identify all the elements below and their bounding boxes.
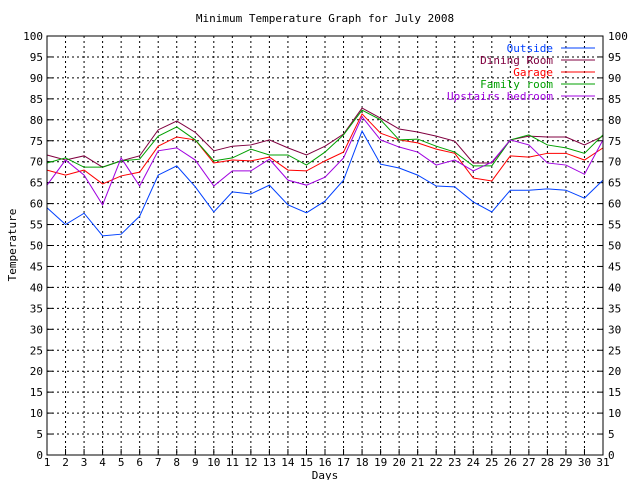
x-tick-label: 23 <box>448 456 461 469</box>
x-tick-label: 25 <box>485 456 498 469</box>
x-tick-label: 27 <box>522 456 535 469</box>
series-line-upstairs-bedroom <box>46 115 604 206</box>
y-tick-label-right: 65 <box>608 177 621 190</box>
legend-label: Garage <box>513 66 553 79</box>
x-tick-label: 13 <box>263 456 276 469</box>
x-tick-label: 17 <box>337 456 350 469</box>
y-tick-label: 80 <box>30 114 43 127</box>
y-tick-label: 75 <box>30 135 43 148</box>
x-tick-label: 3 <box>81 456 88 469</box>
legend-label: Outside <box>507 42 553 55</box>
x-tick-label: 11 <box>226 456 239 469</box>
x-tick-label: 2 <box>62 456 69 469</box>
y-tick-label: 85 <box>30 93 43 106</box>
x-tick-label: 5 <box>118 456 125 469</box>
y-tick-label-right: 75 <box>608 135 621 148</box>
x-tick-label: 14 <box>281 456 295 469</box>
y-axis-label: Temperature <box>6 209 19 282</box>
y-tick-label-right: 15 <box>608 386 621 399</box>
y-tick-label-right: 0 <box>608 449 615 462</box>
y-tick-label: 90 <box>30 72 43 85</box>
y-tick-label-right: 90 <box>608 72 621 85</box>
x-tick-label: 30 <box>578 456 591 469</box>
y-tick-label: 55 <box>30 219 43 232</box>
x-tick-label: 16 <box>318 456 331 469</box>
x-tick-label: 20 <box>393 456 406 469</box>
y-tick-label: 40 <box>30 281 43 294</box>
x-axis-label: Days <box>312 469 339 480</box>
y-tick-label: 35 <box>30 302 43 315</box>
y-tick-label: 30 <box>30 323 43 336</box>
y-tick-label-right: 95 <box>608 51 621 64</box>
y-tick-label-right: 55 <box>608 219 621 232</box>
chart-title: Minimum Temperature Graph for July 2008 <box>196 12 454 25</box>
x-tick-label: 31 <box>596 456 609 469</box>
x-tick-label: 12 <box>244 456 257 469</box>
x-tick-label: 9 <box>192 456 199 469</box>
x-tick-label: 29 <box>559 456 572 469</box>
y-tick-label: 50 <box>30 240 43 253</box>
y-tick-label-right: 30 <box>608 323 621 336</box>
x-tick-label: 18 <box>355 456 368 469</box>
y-tick-label: 95 <box>30 51 43 64</box>
x-tick-label: 7 <box>155 456 162 469</box>
y-tick-label: 45 <box>30 260 43 273</box>
x-tick-label: 4 <box>99 456 106 469</box>
legend-label: Family room <box>480 78 553 91</box>
y-tick-label: 60 <box>30 198 43 211</box>
y-tick-label-right: 20 <box>608 365 621 378</box>
y-tick-label-right: 85 <box>608 93 621 106</box>
y-tick-label-right: 45 <box>608 260 621 273</box>
x-tick-label: 1 <box>44 456 51 469</box>
x-tick-label: 8 <box>173 456 180 469</box>
y-tick-label: 15 <box>30 386 43 399</box>
series-line-outside <box>46 129 604 237</box>
x-tick-label: 28 <box>541 456 554 469</box>
y-tick-label: 10 <box>30 407 43 420</box>
plot-border <box>46 35 604 456</box>
x-tick-label: 22 <box>430 456 443 469</box>
y-tick-label: 65 <box>30 177 43 190</box>
series-line-garage <box>46 113 604 185</box>
y-tick-label-right: 35 <box>608 302 621 315</box>
x-tick-label: 21 <box>411 456 424 469</box>
y-tick-label-right: 5 <box>608 428 615 441</box>
legend-label: Upstairs bedroom <box>447 90 553 103</box>
y-tick-label-right: 10 <box>608 407 621 420</box>
y-tick-label-right: 100 <box>608 30 628 43</box>
y-tick-label-right: 25 <box>608 344 621 357</box>
x-tick-label: 24 <box>467 456 481 469</box>
x-tick-label: 10 <box>207 456 220 469</box>
y-tick-label: 100 <box>23 30 43 43</box>
legend-label: Dining Room <box>480 54 553 67</box>
y-tick-label: 0 <box>36 449 43 462</box>
x-tick-label: 15 <box>300 456 313 469</box>
y-tick-label-right: 50 <box>608 240 621 253</box>
y-tick-label: 25 <box>30 344 43 357</box>
y-tick-label-right: 70 <box>608 156 621 169</box>
y-tick-label: 20 <box>30 365 43 378</box>
x-tick-label: 6 <box>136 456 143 469</box>
y-tick-label: 5 <box>36 428 43 441</box>
x-tick-label: 26 <box>504 456 517 469</box>
y-tick-label: 70 <box>30 156 43 169</box>
y-tick-label-right: 60 <box>608 198 621 211</box>
y-tick-label-right: 80 <box>608 114 621 127</box>
y-tick-label-right: 40 <box>608 281 621 294</box>
x-tick-label: 19 <box>374 456 387 469</box>
series-lines <box>46 107 604 237</box>
